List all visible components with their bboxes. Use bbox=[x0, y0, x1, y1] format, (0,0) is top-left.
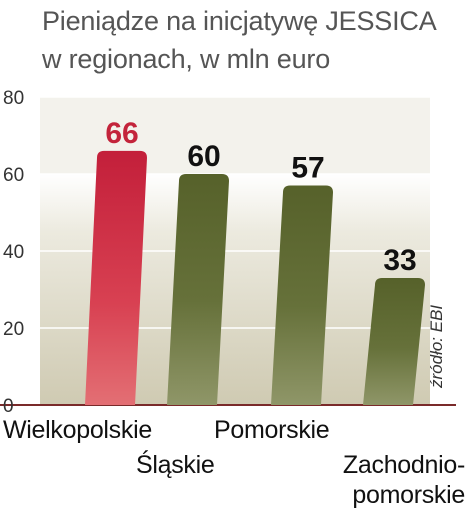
bar-value-label: 66 bbox=[105, 117, 138, 150]
y-tick-label: 40 bbox=[3, 242, 24, 263]
category-label: Wielkopolskie bbox=[3, 416, 152, 444]
bar-value-label: 57 bbox=[291, 152, 324, 185]
chart-title-line-1: Pieniądze na inicjatywę JESSICA bbox=[42, 6, 437, 36]
bar-value-label: 60 bbox=[187, 140, 220, 173]
bar bbox=[167, 174, 229, 405]
bar-value-label: 33 bbox=[383, 244, 416, 277]
y-tick-label: 0 bbox=[3, 396, 14, 417]
plot-right-margin bbox=[430, 97, 473, 405]
bar bbox=[271, 185, 333, 405]
y-tick-label: 20 bbox=[3, 319, 24, 340]
category-label: Śląskie bbox=[136, 451, 215, 479]
category-label: Pomorskie bbox=[214, 416, 330, 444]
source-note: źródło: EBI bbox=[427, 304, 446, 388]
chart-title: Pieniądze na inicjatywę JESSICA w region… bbox=[42, 2, 437, 78]
category-label: Zachodnio- pomorskie bbox=[342, 451, 465, 509]
chart-title-line-2: w regionach, w mln euro bbox=[42, 44, 331, 74]
y-tick-label: 80 bbox=[3, 88, 24, 109]
y-tick-label: 60 bbox=[3, 165, 24, 186]
bar bbox=[85, 150, 147, 405]
bar bbox=[363, 277, 425, 405]
